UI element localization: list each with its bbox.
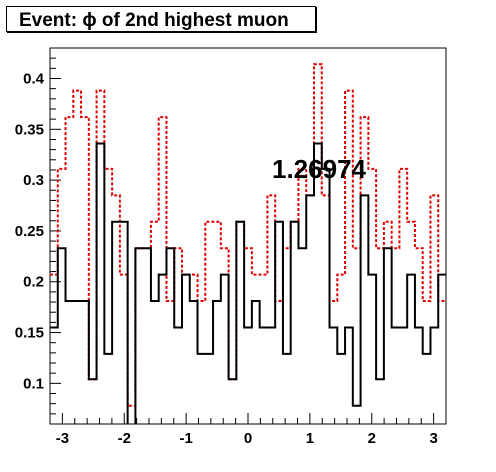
x-tick-label: -1 (179, 430, 192, 447)
x-tick-label: 0 (244, 430, 252, 447)
series-black-solid (50, 142, 446, 424)
series-red-dashed (50, 63, 446, 407)
chart-title: Event: ϕ of 2nd highest muon (19, 10, 289, 31)
y-tick-label: 0.1 (23, 375, 44, 392)
y-tick-label: 0.2 (23, 274, 44, 291)
x-tick-label: 3 (429, 430, 437, 447)
x-tick-label: -2 (118, 430, 131, 447)
title-box: Event: ϕ of 2nd highest muon (6, 6, 316, 32)
y-tick-label: 0.35 (15, 121, 44, 138)
y-tick-label: 0.3 (23, 172, 44, 189)
annotation-value: 1.26974 (272, 154, 367, 184)
x-tick-label: -3 (56, 430, 69, 447)
x-axis-ticks: -3 -2 -1 0 1 2 3 (49, 413, 447, 447)
y-tick-label: 0.25 (15, 223, 44, 240)
plot-frame (49, 47, 447, 425)
y-axis-ticks: 0.1 0.15 0.2 0.25 0.3 0.35 0.4 (15, 57, 61, 415)
y-tick-label: 0.4 (23, 70, 45, 87)
series-layer (50, 63, 446, 424)
x-tick-label: 2 (368, 430, 376, 447)
x-tick-label: 1 (306, 430, 314, 447)
y-tick-label: 0.15 (15, 325, 44, 342)
